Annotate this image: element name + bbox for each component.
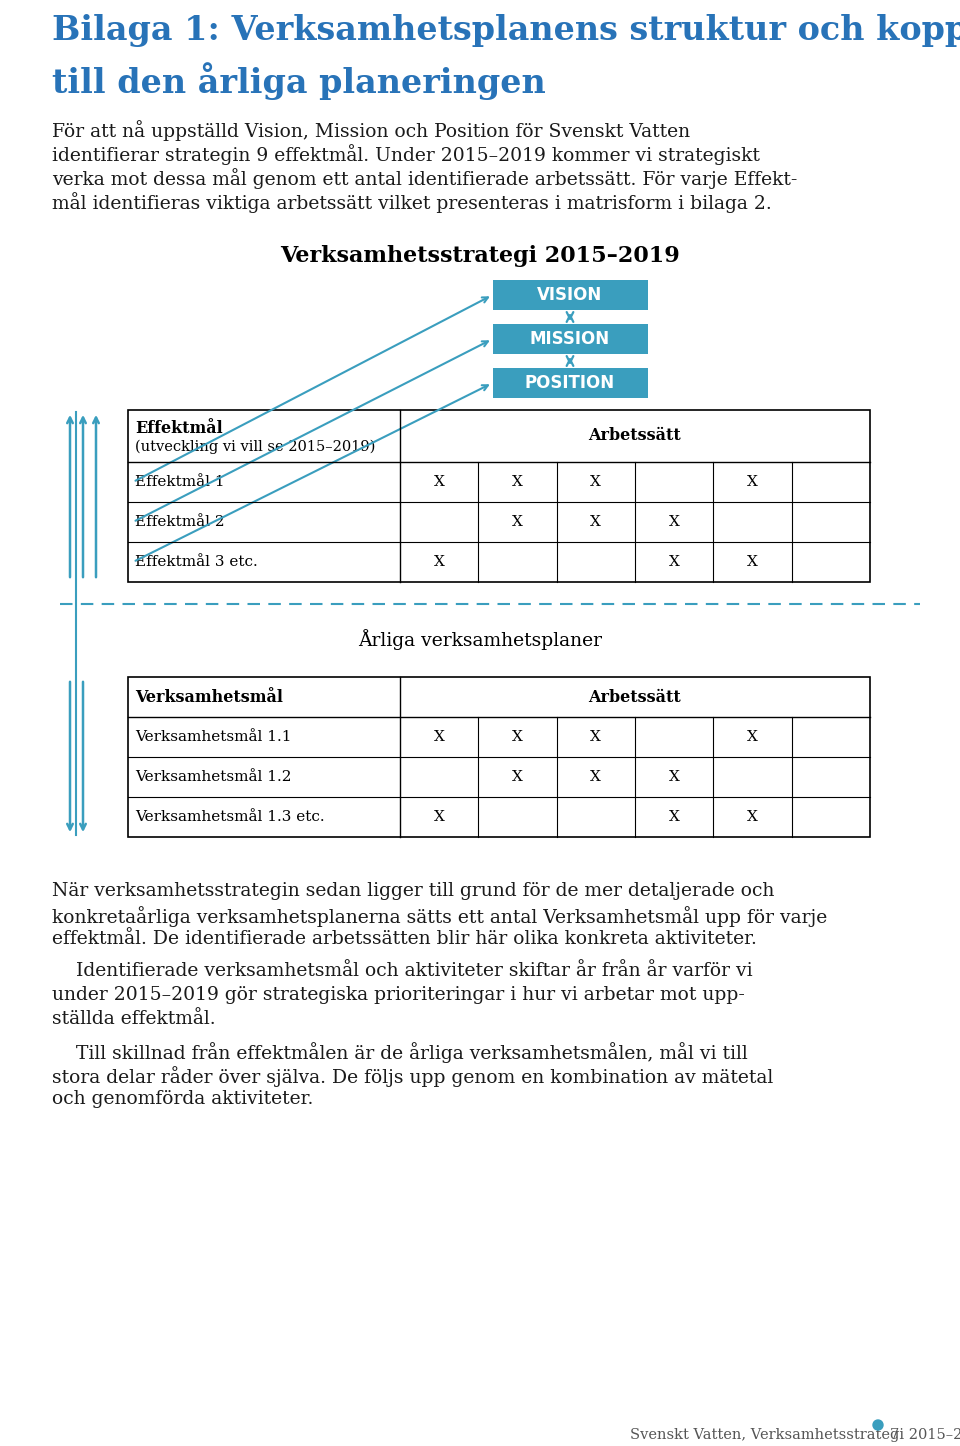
Text: Verksamhetsmål 1.3 etc.: Verksamhetsmål 1.3 etc. [135, 810, 324, 824]
Text: Verksamhetsmål 1.1: Verksamhetsmål 1.1 [135, 730, 292, 745]
Text: X: X [747, 730, 758, 745]
Text: X: X [590, 771, 601, 784]
Text: Svenskt Vatten, Verksamhetsstrategi 2015–2019: Svenskt Vatten, Verksamhetsstrategi 2015… [630, 1429, 960, 1442]
Text: identifierar strategin 9 effektmål. Under 2015–2019 kommer vi strategiskt: identifierar strategin 9 effektmål. Unde… [52, 145, 760, 165]
Circle shape [873, 1420, 883, 1430]
Text: X: X [512, 515, 523, 529]
Text: Verksamhetsstrategi 2015–2019: Verksamhetsstrategi 2015–2019 [280, 244, 680, 268]
Text: under 2015–2019 gör strategiska prioriteringar i hur vi arbetar mot upp-: under 2015–2019 gör strategiska priorite… [52, 986, 745, 1004]
Text: VISION: VISION [538, 286, 603, 304]
Text: POSITION: POSITION [525, 375, 615, 392]
Text: X: X [747, 474, 758, 489]
Text: stora delar råder över själva. De följs upp genom en kombination av mätetal: stora delar råder över själva. De följs … [52, 1066, 773, 1087]
Text: mål identifieras viktiga arbetssätt vilket presenteras i matrisform i bilaga 2.: mål identifieras viktiga arbetssätt vilk… [52, 192, 772, 213]
Text: Årliga verksamhetsplaner: Årliga verksamhetsplaner [358, 629, 602, 649]
Text: X: X [512, 730, 523, 745]
Text: När verksamhetsstrategin sedan ligger till grund för de mer detaljerade och: När verksamhetsstrategin sedan ligger ti… [52, 882, 775, 899]
Bar [492, 281, 647, 309]
Text: X: X [512, 474, 523, 489]
Text: X: X [747, 810, 758, 824]
Bar [492, 324, 647, 354]
Text: X: X [669, 555, 680, 568]
Text: effektmål. De identifierade arbetssätten blir här olika konkreta aktiviteter.: effektmål. De identifierade arbetssätten… [52, 930, 756, 949]
Text: Identifierade verksamhetsmål och aktiviteter skiftar år från år varför vi: Identifierade verksamhetsmål och aktivit… [52, 962, 753, 980]
Text: konkretaårliga verksamhetsplanerna sätts ett antal Verksamhetsmål upp för varje: konkretaårliga verksamhetsplanerna sätts… [52, 907, 828, 927]
Text: Arbetssätt: Arbetssätt [588, 688, 682, 706]
Text: ställda effektmål.: ställda effektmål. [52, 1009, 216, 1028]
Text: X: X [669, 810, 680, 824]
Text: Arbetssätt: Arbetssätt [588, 428, 682, 444]
Text: För att nå uppställd Vision, Mission och Position för Svenskt Vatten: För att nå uppställd Vision, Mission och… [52, 120, 690, 140]
Text: och genomförda aktiviteter.: och genomförda aktiviteter. [52, 1090, 313, 1108]
Bar [128, 411, 870, 581]
Text: (utveckling vi vill se 2015–2019): (utveckling vi vill se 2015–2019) [135, 440, 375, 454]
Text: till den årliga planeringen: till den årliga planeringen [52, 62, 545, 100]
Bar [492, 367, 647, 398]
Text: 7: 7 [890, 1429, 900, 1442]
Text: X: X [434, 730, 444, 745]
Bar [128, 677, 870, 837]
Text: Verksamhetsmål 1.2: Verksamhetsmål 1.2 [135, 771, 292, 784]
Text: X: X [434, 555, 444, 568]
Text: verka mot dessa mål genom ett antal identifierade arbetssätt. För varje Effekt-: verka mot dessa mål genom ett antal iden… [52, 168, 798, 189]
Text: X: X [434, 810, 444, 824]
Text: Effektmål 1: Effektmål 1 [135, 474, 225, 489]
Text: X: X [590, 515, 601, 529]
Text: Till skillnad från effektmålen är de årliga verksamhetsmålen, mål vi till: Till skillnad från effektmålen är de årl… [52, 1043, 748, 1063]
Text: X: X [590, 474, 601, 489]
Text: X: X [669, 771, 680, 784]
Text: MISSION: MISSION [530, 330, 610, 348]
Text: X: X [747, 555, 758, 568]
Text: X: X [512, 771, 523, 784]
Text: Effektmål: Effektmål [135, 419, 223, 437]
Text: X: X [669, 515, 680, 529]
Text: X: X [434, 474, 444, 489]
Text: Verksamhetsmål: Verksamhetsmål [135, 688, 283, 706]
Text: Effektmål 3 etc.: Effektmål 3 etc. [135, 555, 257, 568]
Text: Bilaga 1: Verksamhetsplanens struktur och koppling: Bilaga 1: Verksamhetsplanens struktur oc… [52, 14, 960, 48]
Text: Effektmål 2: Effektmål 2 [135, 515, 225, 529]
Text: X: X [590, 730, 601, 745]
